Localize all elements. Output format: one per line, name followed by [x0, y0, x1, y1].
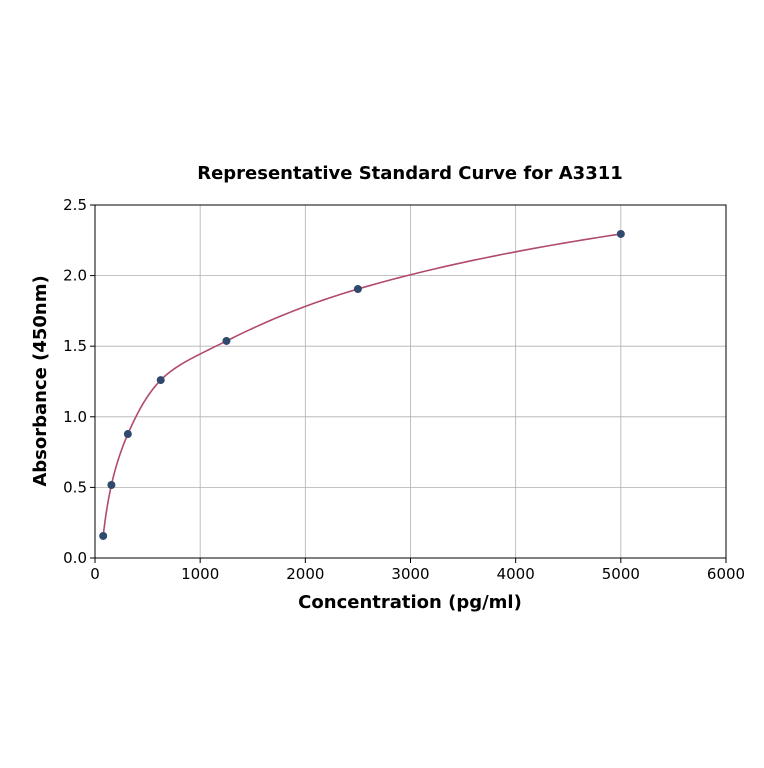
- x-tick-label: 1000: [181, 565, 219, 583]
- data-point: [353, 285, 362, 294]
- data-point: [123, 430, 132, 439]
- y-tick-label: 2.0: [63, 267, 87, 285]
- x-tick-label: 5000: [602, 565, 640, 583]
- x-axis-ticks: 0 1000 2000 3000 4000 5000 6000: [90, 558, 745, 583]
- y-tick-label: 0.5: [63, 478, 87, 496]
- y-tick-label: 0.0: [63, 549, 87, 567]
- fit-curve: [102, 233, 621, 537]
- data-point: [99, 531, 108, 540]
- y-tick-label: 1.0: [63, 408, 87, 426]
- grid: [94, 204, 727, 559]
- x-tick-label: 0: [90, 565, 100, 583]
- data-point: [107, 480, 116, 489]
- x-axis-label: Concentration (pg/ml): [298, 592, 522, 613]
- x-tick-label: 3000: [391, 565, 429, 583]
- fit-curve-group: [102, 233, 621, 537]
- chart-title: Representative Standard Curve for A3311: [197, 163, 623, 184]
- x-tick-label: 4000: [497, 565, 535, 583]
- data-points: [99, 229, 625, 540]
- data-point: [222, 336, 231, 345]
- x-tick-label: 6000: [707, 565, 745, 583]
- y-axis-ticks: 0.0 0.5 1.0 1.5 2.0 2.5: [63, 196, 95, 567]
- data-point: [616, 229, 625, 238]
- x-tick-label: 2000: [286, 565, 324, 583]
- y-tick-label: 1.5: [63, 337, 87, 355]
- y-axis-label: Absorbance (450nm): [30, 275, 51, 486]
- y-tick-label: 2.5: [63, 196, 87, 214]
- data-point: [156, 376, 165, 385]
